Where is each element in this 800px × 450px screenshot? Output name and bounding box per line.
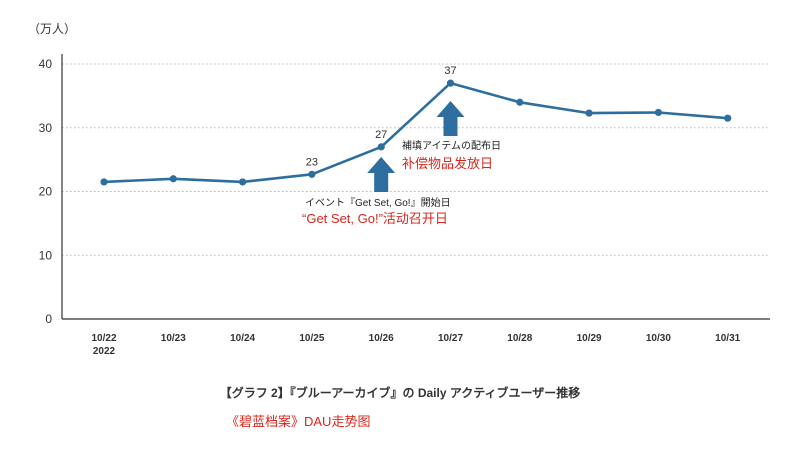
annotation-event-zh: “Get Set, Go!”活动召开日: [302, 211, 448, 226]
x-tick-label: 10/28: [507, 333, 532, 344]
y-unit-label: （万人）: [28, 22, 76, 36]
chart-text: （万人） 0 10 20 30 40 10/22 10/23 10/24 10/25 10/26 10…: [28, 22, 741, 357]
data-point: [377, 143, 385, 151]
data-point: [239, 178, 247, 186]
x-tick-label: 10/23: [161, 333, 186, 344]
chart-caption-chinese: 《碧蓝档案》DAU走势图: [226, 414, 371, 429]
x-tick-year-label: 2022: [93, 346, 116, 357]
annotation-arrows: [367, 101, 465, 192]
x-tick-label: 10/31: [715, 333, 740, 344]
x-tick-label: 10/25: [299, 333, 324, 344]
dau-series-line: [103, 81, 728, 184]
x-tick-label: 10/26: [369, 333, 394, 344]
data-label: 37: [444, 65, 456, 77]
y-tick-label: 30: [39, 121, 53, 135]
annotation-compensation-ja: 補填アイテムの配布日: [402, 139, 501, 152]
data-point: [100, 178, 108, 186]
y-tick-label: 10: [39, 248, 53, 262]
dau-line-chart: （万人） 0 10 20 30 40 10/22 10/23 10/24 10/25 10/26 10…: [28, 22, 770, 357]
data-label: 27: [375, 129, 387, 141]
annotation-event-ja: イベント『Get Set, Go!』開始日: [305, 196, 451, 209]
data-point: [585, 109, 593, 117]
x-tick-label: 10/27: [438, 333, 463, 344]
data-point: [516, 98, 524, 106]
data-point: [308, 170, 316, 178]
chart-caption-japanese: 【グラフ 2】『ブルーアーカイブ』の Daily アクティブユーザー推移: [219, 386, 581, 400]
data-points: [100, 79, 732, 186]
data-point: [169, 175, 177, 183]
annotation-compensation-zh: 补偿物品发放日: [402, 156, 493, 171]
y-tick-label: 40: [39, 57, 53, 71]
data-label: 23: [306, 156, 318, 168]
arrow-compensation-day: [436, 101, 465, 136]
x-tick-label: 10/22: [91, 333, 116, 344]
y-tick-label: 20: [39, 185, 53, 199]
axes: [61, 54, 770, 320]
x-tick-label: 10/29: [577, 333, 602, 344]
x-tick-label: 10/24: [230, 333, 255, 344]
data-point: [446, 79, 455, 87]
arrow-event-start-day: [367, 157, 396, 192]
data-point: [654, 108, 663, 117]
x-tick-label: 10/30: [646, 333, 671, 344]
y-tick-label: 0: [45, 312, 52, 326]
series-line: [103, 81, 728, 184]
data-point: [724, 114, 732, 122]
